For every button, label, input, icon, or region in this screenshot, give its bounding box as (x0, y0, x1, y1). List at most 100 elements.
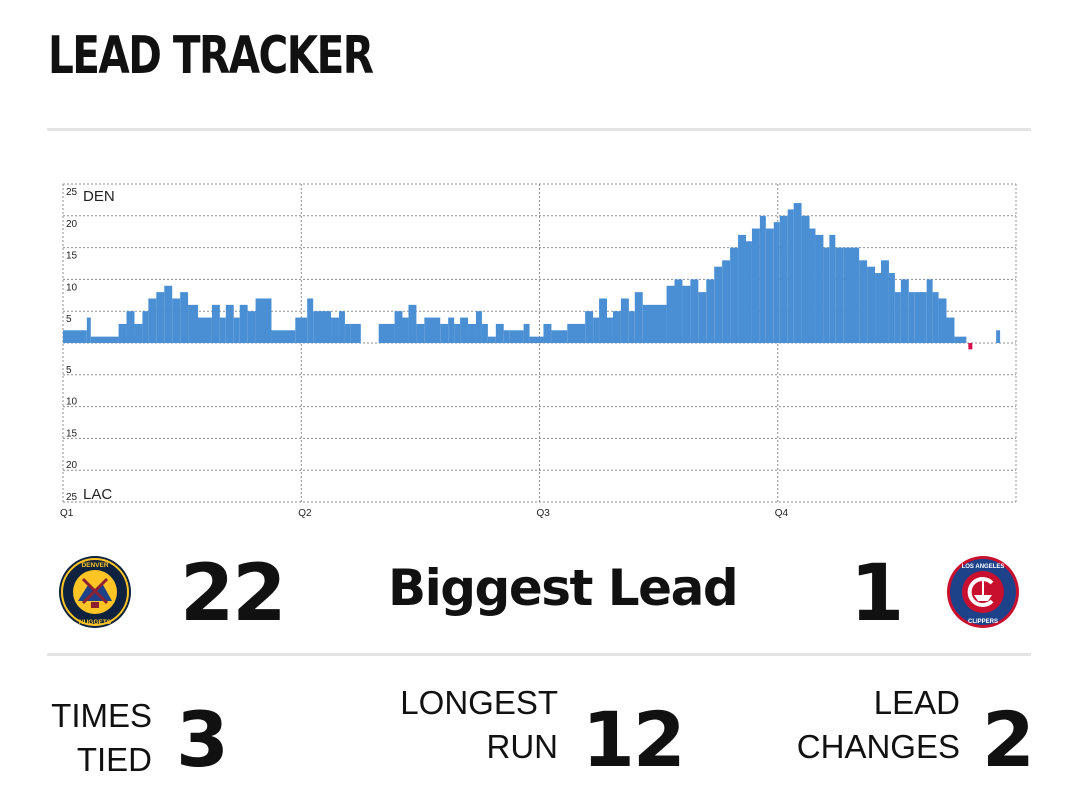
lead-bar-den (666, 285, 675, 343)
lead-bar-den (888, 273, 895, 343)
lead-bar-den (211, 304, 220, 343)
lead-bar-den (793, 203, 802, 343)
lead-bar-den (843, 247, 860, 343)
x-tick-label: Q2 (298, 508, 312, 519)
y-tick-label-den: 25 (66, 187, 78, 198)
lead-bar-den (408, 304, 417, 343)
lead-bar-den (682, 285, 691, 343)
y-tick-label-lac: 5 (66, 365, 72, 376)
times-tied-value: 3 (176, 695, 229, 784)
lead-bar-den (295, 317, 308, 343)
lead-bar-den (751, 228, 760, 343)
lead-bar-den (188, 304, 199, 343)
lead-bar-den (620, 298, 629, 343)
den-pickaxe-icon (81, 577, 109, 605)
lead-bar-den (86, 317, 91, 343)
lead-bar-den (859, 260, 868, 343)
lead-bar-den (954, 336, 967, 343)
lac-logo: LOS ANGELES CLIPPERS (947, 556, 1019, 628)
lead-bar-den (809, 228, 816, 343)
x-tick-label: Q3 (537, 508, 551, 519)
chart-labels: 25 20 15 10 5 5 10 15 20 25 DEN LAC Q1 Q2 Q3 Q4 (60, 187, 789, 519)
lead-bar-den (829, 234, 836, 343)
lead-bar-den (946, 317, 955, 343)
lead-bar-den (759, 215, 766, 343)
lac-mast-icon (982, 581, 984, 595)
page-title: LEAD TRACKER (48, 26, 374, 86)
den-biggest-lead-value: 22 (180, 549, 287, 639)
lead-bar-den (801, 215, 810, 343)
lead-bar-den (634, 292, 643, 343)
lead-bar-den (118, 323, 127, 343)
lead-bar-lac (968, 343, 973, 350)
lead-bar-den (914, 292, 927, 343)
lead-bar-den (730, 247, 739, 343)
x-tick-label: Q1 (60, 508, 74, 519)
lead-bar-den (90, 336, 119, 343)
lead-bar-den (543, 323, 552, 343)
lac-biggest-lead-value: 1 (850, 549, 904, 639)
lead-bar-den (599, 298, 608, 343)
lead-bar-den (156, 292, 165, 343)
lead-bar-den (148, 298, 157, 343)
y-tick-label-den: 15 (66, 251, 78, 262)
lead-bar-den (454, 323, 461, 343)
lead-bar-den (674, 279, 683, 343)
lead-bar-den (745, 241, 752, 343)
den-logo-text-bottom: NUGGETS (79, 619, 112, 626)
lead-bar-den (402, 317, 409, 343)
lead-bar-den (475, 311, 482, 343)
lead-bar-den (239, 304, 248, 343)
lead-bar-den (926, 279, 933, 343)
lead-bar-den (233, 317, 240, 343)
lead-bar-den (628, 311, 635, 343)
lead-bar-den (271, 330, 296, 343)
lead-bar-den (779, 215, 788, 343)
lead-bar-den (607, 317, 613, 343)
lead-bar-den (706, 279, 715, 343)
lead-bar-den (247, 311, 256, 343)
y-tick-label-den: 10 (66, 282, 78, 293)
lead-bar-den (198, 317, 212, 343)
lead-bar-den (378, 323, 395, 343)
lead-bar-den (815, 234, 824, 343)
lead-bar-den (900, 279, 909, 343)
y-tick-label-lac: 10 (66, 397, 78, 408)
lead-tracker-chart: 25 20 15 10 5 5 10 15 20 25 DEN LAC Q1 Q2 Q3 Q4 (60, 183, 1017, 519)
y-tick-label-den: 5 (66, 314, 72, 325)
lead-bar-den (593, 317, 600, 343)
lac-logo-text-bottom: CLIPPERS (968, 619, 998, 625)
lead-bar-den (938, 298, 947, 343)
chart-bars (63, 203, 1001, 350)
lead-bar-den (126, 311, 135, 343)
den-logo-text-top: DENVER (81, 562, 108, 569)
lead-bar-den (875, 273, 881, 343)
top-divider (47, 128, 1031, 131)
lead-bar-den (867, 266, 876, 343)
lead-bar-den (823, 247, 830, 343)
den-mountain-icon (78, 583, 112, 601)
lead-bar-den (350, 323, 361, 343)
lead-bar-den (996, 330, 1001, 343)
lead-bar-den (787, 209, 794, 343)
lead-bar-den (642, 304, 667, 343)
lead-bar-den (495, 323, 504, 343)
lead-bar-den (551, 330, 568, 343)
lead-bar-den (394, 311, 403, 343)
y-tick-label-lac: 25 (66, 492, 78, 503)
times-tied-label-line1: TIMES (51, 697, 152, 734)
biggest-lead-label: Biggest Lead (388, 559, 739, 617)
times-tied-label: TIMES TIED (46, 694, 152, 782)
lead-bar-den (307, 298, 314, 343)
y-tick-label-lac: 20 (66, 460, 78, 471)
den-logo-gold-ring (61, 558, 129, 626)
lead-bar-den (509, 330, 524, 343)
x-tick-label: Q4 (775, 508, 789, 519)
y-tick-label-den: 20 (66, 219, 78, 230)
lead-bar-den (908, 292, 915, 343)
lead-bar-den (338, 311, 345, 343)
longest-run-label: LONGEST RUN (380, 681, 558, 769)
lead-bar-den (880, 260, 889, 343)
lead-bar-den (142, 311, 149, 343)
lead-bar-den (416, 323, 425, 343)
